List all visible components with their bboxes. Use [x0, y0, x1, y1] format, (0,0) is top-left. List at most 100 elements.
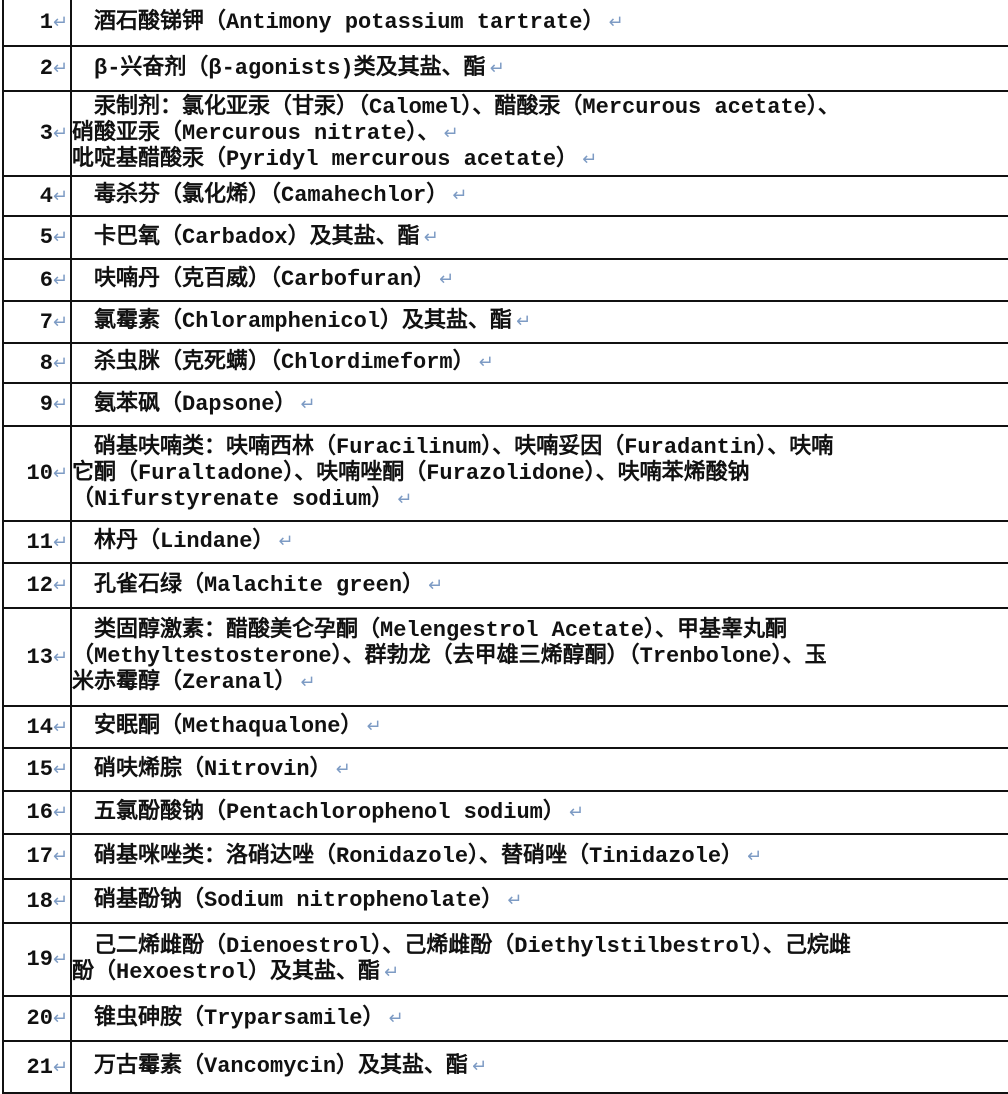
substance-line: β-兴奋剂（β-agonists)类及其盐、酯 ↵: [72, 56, 1008, 82]
substance-line: 硝基咪唑类：洛硝达唑（Ronidazole）、替硝唑（Tinidazole） ↵: [72, 844, 1008, 870]
substance-text: 吡啶基醋酸汞（Pyridyl mercurous acetate）: [72, 146, 579, 172]
paragraph-mark-icon: ↵: [52, 949, 68, 970]
substance-line: 孔雀石绿（Malachite green） ↵: [72, 573, 1008, 599]
table-row: 18↵ 硝基酚钠（Sodium nitrophenolate） ↵: [2, 878, 1008, 924]
substance-text: 它酮（Furaltadone）、呋喃唑酮（Furazolidone）、呋喃苯烯酸…: [72, 460, 750, 486]
paragraph-mark-icon: ↵: [582, 148, 598, 170]
substance-line: 呋喃丹（克百威）（Carbofuran） ↵: [72, 267, 1008, 293]
substance-text: （Methyltestosterone）、群勃龙（去甲雄三烯醇酮）（Trenbo…: [72, 644, 827, 669]
table-row: 16↵ 五氯酚酸钠（Pentachlorophenol sodium） ↵: [2, 790, 1008, 835]
table-row: 4↵ 毒杀芬（氯化烯）（Camahechlor） ↵: [2, 175, 1008, 217]
paragraph-mark-icon: ↵: [52, 12, 68, 33]
substance-line: 酒石酸锑钾（Antimony potassium tartrate） ↵: [72, 10, 1008, 36]
table-row: 9↵ 氨苯砜（Dapsone） ↵: [2, 382, 1008, 427]
row-number: 10: [26, 461, 53, 486]
substance-text: 林丹（Lindane）: [72, 529, 275, 554]
row-number-cell: 8↵: [2, 342, 72, 384]
substance-text: 类固醇激素：醋酸美仑孕酮（Melengestrol Acetate）、甲基睾丸酮: [72, 618, 788, 643]
table-row: 8↵ 杀虫脒（克死螨）（Chlordimeform） ↵: [2, 342, 1008, 384]
substance-line: 酚（Hexoestrol）及其盐、酯 ↵: [72, 960, 1008, 986]
substance-line: 硝基酚钠（Sodium nitrophenolate） ↵: [72, 888, 1008, 914]
substance-cell: 五氯酚酸钠（Pentachlorophenol sodium） ↵: [70, 790, 1008, 835]
substance-text: β-兴奋剂（β-agonists)类及其盐、酯: [72, 55, 486, 81]
row-number: 9: [39, 392, 53, 417]
substance-cell: 安眠酮（Methaqualone） ↵: [70, 705, 1008, 749]
substance-line: 锥虫砷胺（Tryparsamile） ↵: [72, 1006, 1008, 1032]
row-number: 1: [39, 10, 53, 35]
substance-text: 酚（Hexoestrol）及其盐、酯: [72, 959, 381, 985]
substance-line: 五氯酚酸钠（Pentachlorophenol sodium） ↵: [72, 800, 1008, 826]
paragraph-mark-icon: ↵: [52, 646, 68, 668]
substance-text: 硝呋烯腙（Nitrovin）: [72, 756, 332, 782]
table-row: 15 ↵ 硝呋烯腙（Nitrovin） ↵: [2, 747, 1008, 792]
paragraph-mark-icon: ↵: [443, 122, 459, 144]
substance-cell: 万古霉素（Vancomycin）及其盐、酯 ↵: [70, 1040, 1008, 1094]
substance-line: 氨苯砜（Dapsone） ↵: [72, 392, 1008, 418]
paragraph-mark-icon: ↵: [423, 226, 439, 248]
substance-text: 卡巴氧（Carbadox）及其盐、酯: [72, 224, 420, 250]
row-number-cell: 2↵: [2, 45, 72, 92]
substance-line: 卡巴氧（Carbadox）及其盐、酯 ↵: [72, 225, 1008, 251]
row-number-cell: 14↵: [2, 705, 72, 749]
substance-line: 硝酸亚汞（Mercurous nitrate）、 ↵: [72, 121, 1008, 147]
table-row: 12 ↵ 孔雀石绿（Malachite green） ↵: [2, 562, 1008, 609]
substance-text: 五氯酚酸钠（Pentachlorophenol sodium）: [72, 799, 565, 825]
substance-line: 类固醇激素：醋酸美仑孕酮（Melengestrol Acetate）、甲基睾丸酮: [72, 618, 1008, 644]
substance-cell: 酒石酸锑钾（Antimony potassium tartrate） ↵: [70, 0, 1008, 47]
paragraph-mark-icon: ↵: [335, 758, 351, 780]
substance-cell: 呋喃丹（克百威）（Carbofuran） ↵: [70, 258, 1008, 302]
paragraph-mark-icon: ↵: [52, 227, 68, 248]
substance-text: 酒石酸锑钾（Antimony potassium tartrate）: [72, 9, 605, 35]
row-number: 12: [26, 573, 53, 598]
substance-text: 锥虫砷胺（Tryparsamile）: [72, 1005, 385, 1031]
row-number: 6: [39, 267, 53, 293]
paragraph-mark-icon: ↵: [52, 716, 68, 738]
row-number-cell: 4↵: [2, 175, 72, 217]
substance-line: 万古霉素（Vancomycin）及其盐、酯 ↵: [72, 1054, 1008, 1080]
paragraph-mark-icon: ↵: [452, 185, 468, 206]
paragraph-mark-icon: ↵: [52, 123, 68, 144]
table-row: 21↵ 万古霉素（Vancomycin）及其盐、酯 ↵: [2, 1040, 1008, 1094]
row-number-cell: 9↵: [2, 382, 72, 427]
substance-cell: 锥虫砷胺（Tryparsamile） ↵: [70, 995, 1008, 1042]
row-number: 15: [26, 757, 53, 782]
substance-cell: 孔雀石绿（Malachite green） ↵: [70, 562, 1008, 609]
table-row: 1↵ 酒石酸锑钾（Antimony potassium tartrate） ↵: [2, 0, 1008, 47]
row-number-cell: 11↵: [2, 520, 72, 564]
substance-line: 林丹（Lindane） ↵: [72, 529, 1008, 555]
substance-line: 米赤霉醇（Zeranal） ↵: [72, 670, 1008, 696]
substance-text: 毒杀芬（氯化烯）（Camahechlor）: [72, 183, 449, 208]
row-number-cell: 6↵: [2, 258, 72, 302]
paragraph-mark-icon: ↵: [52, 352, 68, 374]
paragraph-mark-icon: ↵: [366, 716, 382, 737]
row-number-cell: 18↵: [2, 878, 72, 924]
paragraph-mark-icon: ↵: [52, 311, 68, 333]
row-number-cell: 17↵: [2, 833, 72, 880]
row-number: 16: [26, 800, 53, 825]
substance-text: （Nifurstyrenate sodium）: [72, 486, 394, 512]
substance-line: 杀虫脒（克死螨）（Chlordimeform） ↵: [72, 350, 1008, 376]
paragraph-mark-icon: ↵: [507, 890, 523, 911]
paragraph-mark-icon: ↵: [608, 11, 624, 33]
substance-text: 氨苯砜（Dapsone）: [72, 391, 297, 417]
substance-text: 硝基咪唑类：洛硝达唑（Ronidazole）、替硝唑（Tinidazole）: [72, 843, 744, 869]
substance-cell: 氯霉素（Chloramphenicol）及其盐、酯 ↵: [70, 300, 1008, 344]
row-number: 7: [39, 309, 53, 335]
row-number: 2: [39, 56, 53, 81]
table-row: 19↵ 己二烯雌酚（Dienoestrol）、己烯雌酚（Diethylstilb…: [2, 922, 1008, 997]
substance-cell: 硝基呋喃类：呋喃西林（Furacilinum）、呋喃妥因（Furadantin）…: [70, 425, 1008, 522]
substance-text: 米赤霉醇（Zeranal）: [72, 670, 297, 695]
substance-line: 硝呋烯腙（Nitrovin） ↵: [72, 757, 1008, 783]
substance-cell: 硝基咪唑类：洛硝达唑（Ronidazole）、替硝唑（Tinidazole） ↵: [70, 833, 1008, 880]
paragraph-mark-icon: ↵: [489, 57, 505, 79]
substance-cell: 杀虫脒（克死螨）（Chlordimeform） ↵: [70, 342, 1008, 384]
substance-line: （Nifurstyrenate sodium） ↵: [72, 487, 1008, 513]
paragraph-mark-icon: ↵: [439, 269, 455, 290]
paragraph-mark-icon: ↵: [52, 531, 68, 553]
table-row: 20↵ 锥虫砷胺（Tryparsamile） ↵: [2, 995, 1008, 1042]
paragraph-mark-icon: ↵: [52, 269, 68, 291]
table-row: 5↵ 卡巴氧（Carbadox）及其盐、酯 ↵: [2, 215, 1008, 260]
row-number: 5: [39, 225, 53, 250]
paragraph-mark-icon: ↵: [428, 574, 444, 596]
